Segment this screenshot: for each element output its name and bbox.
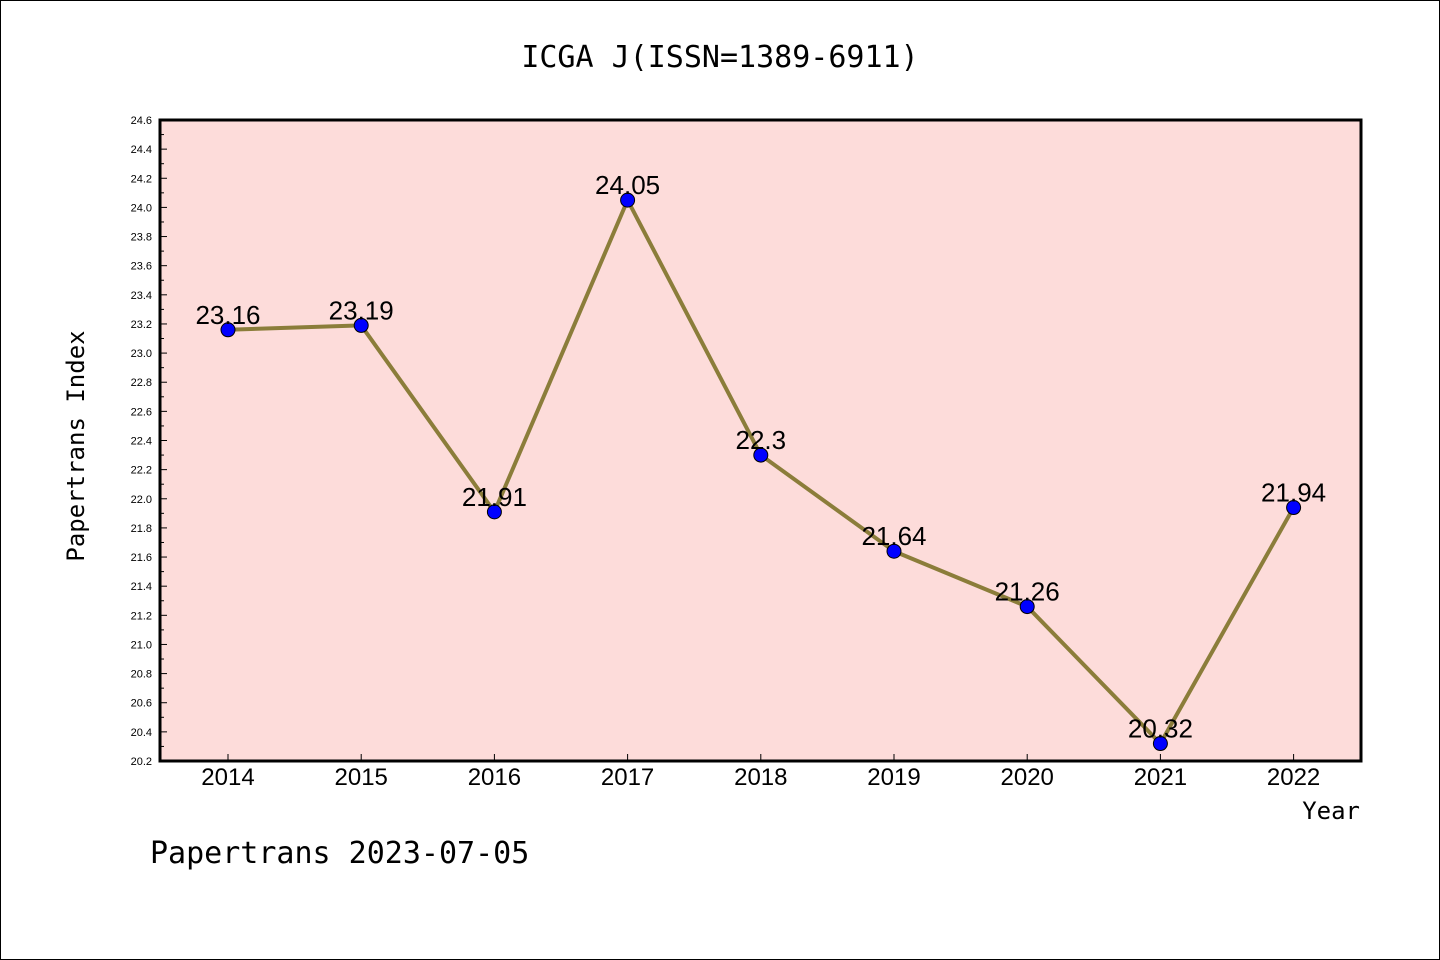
plot-border (158, 118, 1363, 763)
data-label: 21.64 (861, 521, 926, 551)
y-tick-label: 22.4 (131, 436, 152, 448)
chart-title: ICGA J(ISSN=1389-6911) (521, 40, 918, 75)
y-tick-label: 21.2 (131, 610, 152, 622)
data-point (220, 322, 236, 338)
y-tick-label: 23.4 (131, 290, 152, 302)
x-tick-label: 2021 (1134, 764, 1187, 791)
data-label: 20.32 (1128, 714, 1193, 744)
data-point (1286, 500, 1302, 516)
y-tick-label: 23.6 (131, 261, 152, 273)
y-tick-label: 20.6 (131, 698, 152, 710)
data-point (1019, 599, 1035, 615)
y-tick-label: 20.4 (131, 727, 152, 739)
y-tick-label: 22.8 (131, 377, 152, 389)
y-tick-label: 23.8 (131, 232, 152, 244)
y-tick-label: 22.2 (131, 465, 152, 477)
y-tick-label: 21.4 (131, 581, 152, 593)
y-tick-label: 24.2 (131, 173, 152, 185)
data-label: 23.19 (329, 295, 394, 325)
plot-area (160, 120, 1361, 761)
y-tick-label: 20.2 (131, 756, 152, 768)
y-tick-label: 24.4 (131, 144, 152, 156)
x-tick-label: 2015 (335, 764, 388, 791)
footer-text: Papertrans 2023-07-05 (150, 836, 529, 871)
y-tick-label: 24.0 (131, 202, 152, 214)
y-tick-label: 21.8 (131, 523, 152, 535)
y-tick-label: 23.0 (131, 348, 152, 360)
y-tick-label: 21.0 (131, 639, 152, 651)
y-tick-label: 22.6 (131, 406, 152, 418)
data-point (353, 317, 369, 333)
data-label: 23.16 (195, 300, 260, 330)
data-point (486, 504, 502, 520)
data-label: 21.91 (462, 482, 527, 512)
y-tick-label: 21.6 (131, 552, 152, 564)
x-tick-label: 2017 (601, 764, 654, 791)
x-tick-label: 2014 (201, 764, 254, 791)
data-point (886, 543, 902, 559)
y-tick-label: 22.0 (131, 494, 152, 506)
data-label: 22.3 (735, 425, 786, 455)
y-tick-label: 24.6 (131, 115, 152, 127)
x-tick-label: 2019 (867, 764, 920, 791)
x-tick-label: 2018 (734, 764, 787, 791)
x-axis-label: Year (1302, 797, 1360, 825)
y-axis-label: Papertrans Index (62, 330, 90, 561)
data-point (1152, 736, 1168, 752)
data-label: 24.05 (595, 170, 660, 200)
x-tick-label: 2020 (1001, 764, 1054, 791)
data-point (753, 447, 769, 463)
x-tick-label: 2022 (1267, 764, 1320, 791)
y-tick-label: 23.2 (131, 319, 152, 331)
y-tick-label: 20.8 (131, 669, 152, 681)
data-labels: 23.16 23.19 21.91 24.05 22.3 21.64 21.26 20.32 2… (195, 170, 1326, 743)
x-tick-label: 2016 (468, 764, 521, 791)
series-line-group (220, 192, 1302, 752)
x-axis: 2014 2015 2016 2017 2018 2019 2020 2021 2022 (201, 754, 1320, 791)
data-label: 21.26 (995, 577, 1060, 607)
data-point (620, 192, 636, 208)
data-label: 21.94 (1261, 478, 1326, 508)
